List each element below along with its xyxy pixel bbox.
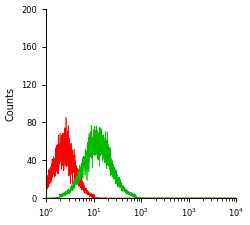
- Y-axis label: Counts: Counts: [6, 86, 16, 121]
